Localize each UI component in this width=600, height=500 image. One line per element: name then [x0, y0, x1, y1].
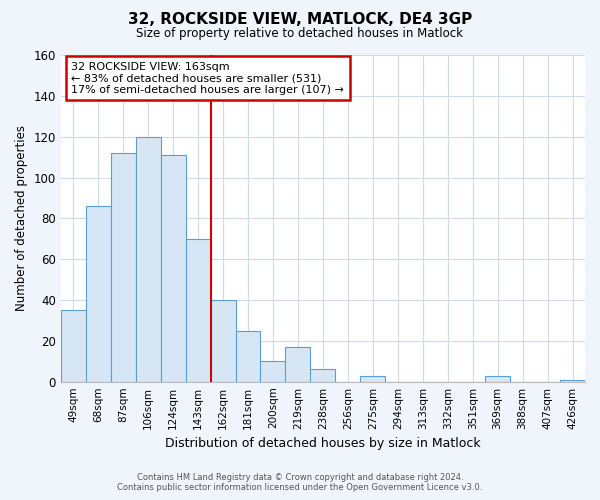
X-axis label: Distribution of detached houses by size in Matlock: Distribution of detached houses by size …	[165, 437, 481, 450]
Bar	[185, 239, 211, 382]
Text: 32 ROCKSIDE VIEW: 163sqm
← 83% of detached houses are smaller (531)
17% of semi-: 32 ROCKSIDE VIEW: 163sqm ← 83% of detach…	[71, 62, 344, 94]
Bar	[310, 370, 335, 382]
Bar	[161, 155, 185, 382]
Bar	[136, 136, 161, 382]
Bar	[111, 153, 136, 382]
Text: Contains HM Land Registry data © Crown copyright and database right 2024.
Contai: Contains HM Land Registry data © Crown c…	[118, 473, 482, 492]
Bar	[260, 362, 286, 382]
Text: 32, ROCKSIDE VIEW, MATLOCK, DE4 3GP: 32, ROCKSIDE VIEW, MATLOCK, DE4 3GP	[128, 12, 472, 28]
Bar	[361, 376, 385, 382]
Text: Size of property relative to detached houses in Matlock: Size of property relative to detached ho…	[137, 28, 464, 40]
Bar	[236, 330, 260, 382]
Bar	[560, 380, 585, 382]
Bar	[286, 347, 310, 382]
Bar	[211, 300, 236, 382]
Bar	[61, 310, 86, 382]
Bar	[86, 206, 111, 382]
Y-axis label: Number of detached properties: Number of detached properties	[15, 126, 28, 312]
Bar	[485, 376, 510, 382]
